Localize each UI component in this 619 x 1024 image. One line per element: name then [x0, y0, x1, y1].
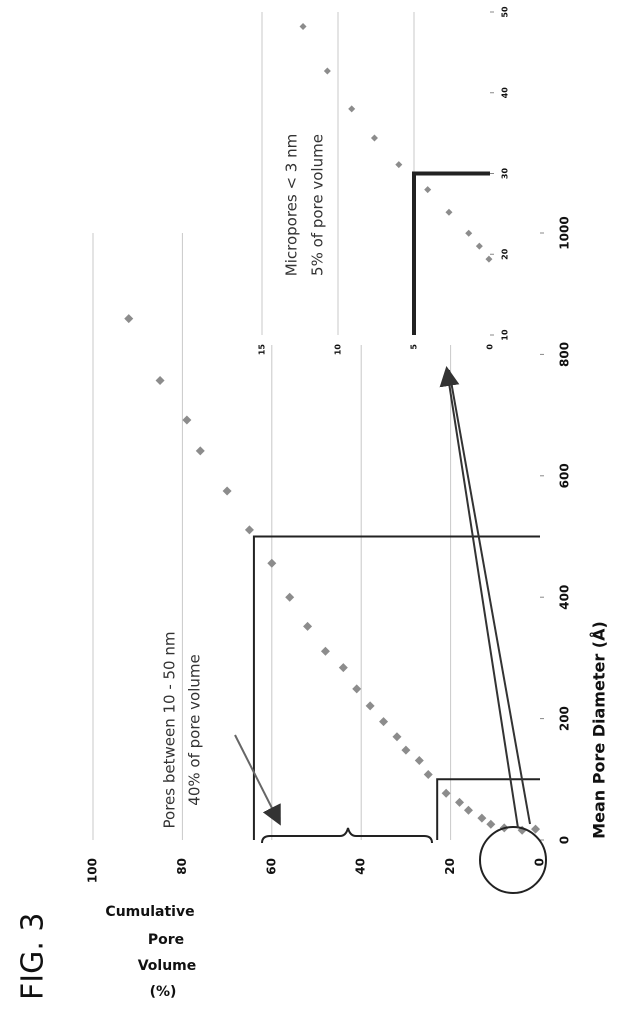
annotation-arrow: [234, 734, 281, 826]
x-tick-label: 10: [501, 329, 510, 341]
y-tick-label: 5: [410, 344, 419, 350]
data-point: [222, 486, 232, 496]
y-axis-label-line: Volume: [138, 958, 197, 974]
data-point: [379, 717, 389, 727]
y-tick-label: 15: [258, 344, 267, 356]
data-point: [182, 415, 192, 425]
data-point: [423, 769, 433, 779]
data-point: [155, 376, 165, 386]
annotation: Pores between 10 - 50 nm: [161, 632, 179, 829]
y-axis-label-line: Cumulative: [105, 904, 194, 920]
data-point: [348, 105, 356, 113]
y-axis-label-line: Pore: [148, 932, 184, 948]
y-tick-label: 80: [175, 858, 189, 875]
data-point: [352, 684, 362, 694]
x-tick-label: 30: [501, 168, 510, 180]
data-point: [395, 161, 403, 169]
x-tick-label: 0: [558, 836, 572, 844]
annotation: Micropores < 3 nm: [283, 134, 301, 277]
x-tick-label: 400: [558, 585, 572, 610]
data-point: [323, 67, 331, 75]
origin-circle: [479, 826, 547, 894]
rotated-figure: FIG. 3 02040608010002004006008001000Pore…: [16, 0, 609, 1000]
data-point: [299, 23, 307, 31]
data-point: [401, 745, 411, 755]
y-axis-label: Cumulative Pore Volume (%): [105, 904, 196, 1000]
region-bracket: [252, 535, 540, 840]
data-point: [486, 819, 496, 829]
annotation: 5% of pore volume: [309, 134, 327, 276]
data-point: [477, 813, 487, 823]
data-point: [244, 525, 254, 535]
y-tick-label: 40: [354, 858, 368, 875]
data-point: [338, 663, 348, 673]
chart-1: 0 5 10 15 10 20 30 40 50 Micropores < 3 nm 5% of p…: [250, 0, 510, 355]
data-point: [267, 558, 277, 568]
data-point: [475, 242, 483, 250]
zoom-arrow: [439, 366, 519, 829]
data-point: [195, 446, 205, 456]
data-point: [424, 186, 432, 194]
data-point: [320, 646, 330, 656]
data-point: [285, 592, 295, 602]
x-tick-label: 50: [501, 6, 510, 18]
data-point: [392, 732, 402, 742]
annotation: 40% of pore volume: [186, 654, 204, 805]
x-tick-label: 40: [501, 87, 510, 99]
y-tick-label: 20: [443, 858, 457, 875]
data-point: [463, 805, 473, 815]
region-bracket: [436, 778, 540, 840]
data-point: [370, 134, 378, 142]
data-point: [441, 788, 451, 798]
y-tick-label: 0: [486, 344, 495, 350]
x-tick-label: 600: [558, 463, 572, 488]
brace: [261, 827, 433, 844]
zoom-arrow: [448, 369, 531, 825]
data-point: [485, 255, 493, 263]
figure-label: FIG. 3: [16, 912, 51, 1000]
data-point: [455, 797, 465, 807]
x-tick-label: 20: [501, 248, 510, 260]
x-tick-label: 1000: [558, 216, 572, 249]
data-point: [465, 229, 473, 237]
y-axis-label-line: (%): [150, 984, 177, 1000]
data-point: [445, 208, 453, 216]
data-point: [124, 314, 134, 324]
data-point: [365, 701, 375, 711]
y-tick-label: 100: [86, 858, 100, 883]
y-tick-label: 10: [334, 344, 343, 356]
inset-background: [250, 0, 505, 345]
region-bracket: [412, 171, 490, 335]
x-axis-label: Mean Pore Diameter (Å): [590, 621, 609, 839]
x-tick-label: 800: [558, 342, 572, 367]
x-tick-label: 200: [558, 706, 572, 731]
y-tick-label: 0: [533, 858, 547, 866]
data-point: [303, 621, 313, 631]
data-point: [414, 755, 424, 765]
y-tick-label: 60: [264, 858, 278, 875]
